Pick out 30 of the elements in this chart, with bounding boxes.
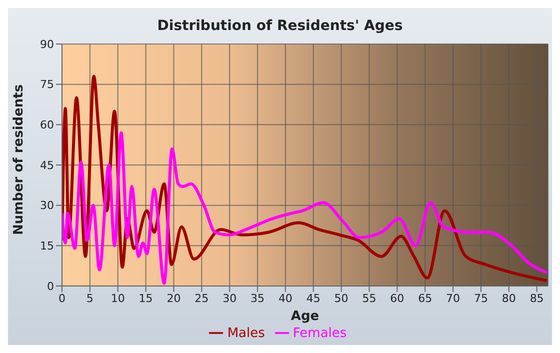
x-tick-label: 5 <box>86 292 94 305</box>
x-tick-label: 80 <box>502 292 516 305</box>
x-tick-label: 40 <box>278 292 292 305</box>
legend-label: Males <box>227 326 265 341</box>
y-tick-label: 90 <box>40 38 54 51</box>
x-tick-label: 70 <box>446 292 460 305</box>
y-axis-title: Number of residents <box>12 84 27 235</box>
x-tick-label: 65 <box>418 292 432 305</box>
x-tick-label: 10 <box>110 292 125 305</box>
y-tick-label: 0 <box>47 280 54 293</box>
x-tick-label: 50 <box>334 292 348 305</box>
x-axis-title: Age <box>290 309 320 324</box>
x-tick-label: 25 <box>194 292 209 305</box>
x-tick-label: 45 <box>306 292 320 305</box>
x-tick-label: 60 <box>390 292 404 305</box>
x-tick-label: 85 <box>530 292 544 305</box>
x-tick-label: 30 <box>222 292 237 305</box>
chart-title: Distribution of Residents' Ages <box>156 18 404 34</box>
x-tick-label: 75 <box>474 292 488 305</box>
y-tick-label: 60 <box>40 118 54 132</box>
y-tick-label: 75 <box>40 78 54 92</box>
y-tick-label: 45 <box>40 158 54 172</box>
x-tick-label: 55 <box>362 292 376 305</box>
x-tick-label: 35 <box>250 292 265 305</box>
x-tick-label: 15 <box>138 292 153 305</box>
legend-label: Females <box>292 326 347 341</box>
x-tick-label: 20 <box>166 292 181 305</box>
x-tick-label: 0 <box>58 292 66 305</box>
y-tick-label: 30 <box>40 199 54 212</box>
y-tick-label: 15 <box>40 240 54 253</box>
